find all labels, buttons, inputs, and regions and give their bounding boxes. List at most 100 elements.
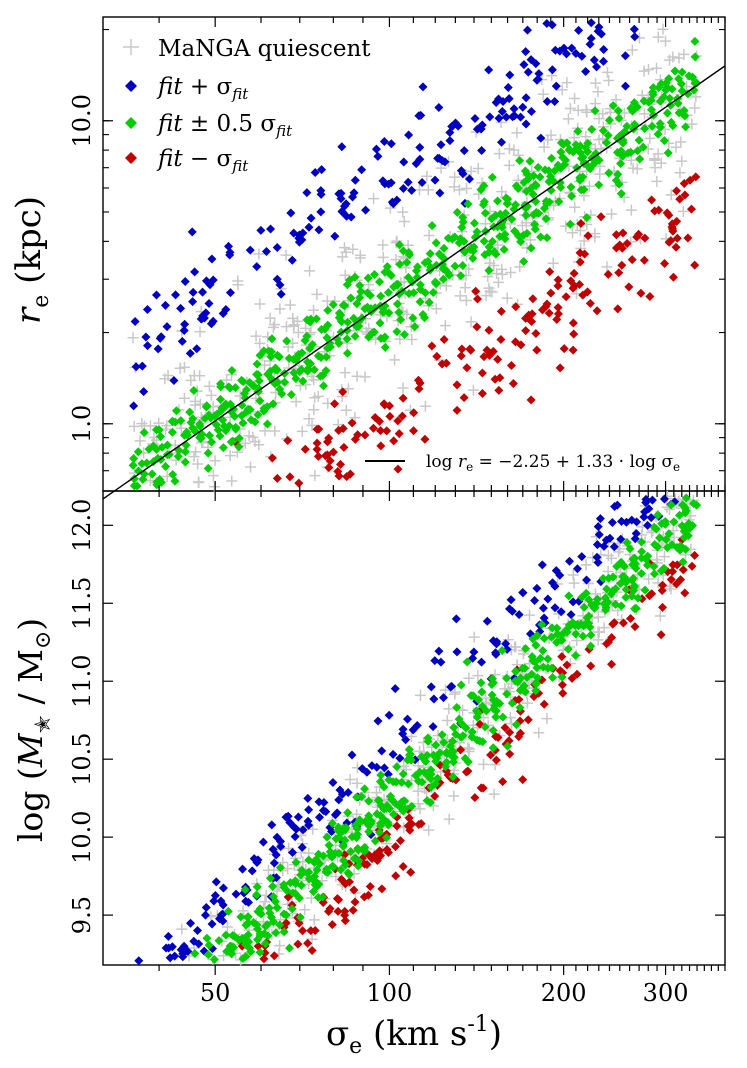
data-point-fit-half bbox=[409, 288, 419, 298]
data-point-manga bbox=[644, 132, 656, 144]
data-point-fit-half bbox=[547, 663, 557, 673]
data-point-fit-half bbox=[487, 214, 497, 224]
data-point-manga bbox=[414, 803, 426, 815]
data-point-fit-half bbox=[157, 442, 167, 452]
data-point-manga bbox=[419, 400, 431, 412]
data-point-fit-plus bbox=[383, 769, 393, 779]
data-point-fit-half bbox=[583, 147, 593, 157]
data-point-fit-half bbox=[616, 189, 626, 199]
data-point-fit-half bbox=[520, 203, 530, 213]
data-point-fit-minus bbox=[403, 821, 413, 831]
data-point-manga bbox=[657, 23, 669, 35]
data-point-fit-half bbox=[439, 254, 449, 264]
data-point-fit-plus bbox=[521, 93, 531, 103]
data-point-fit-half bbox=[403, 779, 413, 789]
data-point-fit-minus bbox=[542, 299, 552, 309]
data-point-fit-half bbox=[636, 537, 646, 547]
data-point-fit-plus bbox=[426, 682, 436, 692]
data-point-fit-minus bbox=[515, 728, 525, 738]
data-point-fit-plus bbox=[594, 22, 604, 32]
data-point-fit-minus bbox=[491, 755, 501, 765]
data-point-manga bbox=[593, 134, 605, 146]
data-point-fit-plus bbox=[269, 858, 279, 868]
data-point-fit-half bbox=[288, 888, 298, 898]
data-point-fit-plus bbox=[272, 243, 282, 253]
data-point-fit-plus bbox=[252, 857, 262, 867]
data-point-fit-plus bbox=[550, 603, 560, 613]
data-point-manga bbox=[389, 354, 401, 366]
ylab2-end: ) bbox=[11, 618, 50, 631]
data-point-fit-half bbox=[484, 242, 494, 252]
data-point-fit-plus bbox=[428, 722, 438, 732]
data-point-fit-minus bbox=[362, 860, 372, 870]
data-point-fit-half bbox=[484, 247, 494, 257]
data-point-fit-plus bbox=[372, 762, 382, 772]
data-point-fit-minus bbox=[294, 478, 304, 488]
data-point-fit-half bbox=[560, 155, 570, 165]
data-point-manga bbox=[592, 626, 604, 638]
data-point-fit-minus bbox=[624, 282, 634, 292]
data-point-fit-minus bbox=[313, 451, 323, 461]
legend-diamond-icon bbox=[125, 152, 137, 164]
data-point-manga bbox=[192, 476, 204, 488]
data-point-fit-plus bbox=[151, 290, 161, 300]
data-point-fit-half bbox=[689, 499, 699, 509]
data-point-manga bbox=[581, 106, 593, 118]
data-point-fit-minus bbox=[505, 749, 515, 759]
data-point-fit-half bbox=[357, 792, 367, 802]
data-point-fit-plus bbox=[169, 376, 179, 386]
data-point-fit-half bbox=[575, 173, 585, 183]
data-point-fit-plus bbox=[599, 44, 609, 54]
data-point-fit-half bbox=[200, 413, 210, 423]
data-point-fit-plus bbox=[183, 946, 193, 956]
ylab2-M: M bbox=[11, 732, 50, 768]
data-point-manga bbox=[423, 229, 435, 241]
data-point-manga bbox=[613, 546, 625, 558]
data-point-fit-half bbox=[161, 461, 171, 471]
legend-label-fit-minus: fit − σfit bbox=[156, 146, 249, 175]
data-point-fit-minus bbox=[586, 661, 596, 671]
data-point-fit-half bbox=[412, 272, 422, 282]
data-point-fit-half bbox=[397, 777, 407, 787]
data-point-manga bbox=[351, 370, 363, 382]
data-point-fit-half bbox=[280, 377, 290, 387]
data-point-fit-minus bbox=[545, 267, 555, 277]
data-point-fit-plus bbox=[593, 522, 603, 532]
data-point-fit-half bbox=[469, 218, 479, 228]
data-point-manga bbox=[638, 108, 650, 120]
data-point-fit-plus bbox=[485, 112, 495, 122]
data-point-fit-half bbox=[264, 903, 274, 913]
data-point-fit-plus bbox=[290, 832, 300, 842]
data-point-fit-half bbox=[204, 940, 214, 950]
data-point-fit-half bbox=[533, 162, 543, 172]
data-point-fit-minus bbox=[293, 939, 303, 949]
data-point-fit-half bbox=[266, 352, 276, 362]
data-point-fit-half bbox=[556, 147, 566, 157]
data-point-fit-half bbox=[659, 136, 669, 146]
data-point-fit-minus bbox=[668, 272, 678, 282]
data-point-fit-half bbox=[525, 156, 535, 166]
data-point-fit-plus bbox=[453, 121, 463, 131]
legend-op: + σ bbox=[183, 74, 233, 100]
data-point-fit-minus bbox=[473, 294, 483, 304]
data-point-fit-half bbox=[275, 384, 285, 394]
data-point-fit-half bbox=[579, 184, 589, 194]
data-point-fit-half bbox=[268, 881, 278, 891]
data-point-fit-plus bbox=[283, 811, 293, 821]
data-point-fit-half bbox=[186, 418, 196, 428]
data-point-fit-half bbox=[564, 145, 574, 155]
data-point-fit-half bbox=[648, 83, 658, 93]
data-point-fit-half bbox=[584, 618, 594, 628]
data-point-fit-half bbox=[248, 381, 258, 391]
data-point-fit-minus bbox=[452, 380, 462, 390]
data-point-manga bbox=[542, 134, 554, 146]
data-point-fit-plus bbox=[605, 533, 615, 543]
data-point-fit-half bbox=[410, 322, 420, 332]
data-point-fit-plus bbox=[659, 494, 669, 504]
data-point-fit-half bbox=[370, 836, 380, 846]
data-point-manga bbox=[254, 337, 266, 349]
data-point-fit-plus bbox=[503, 83, 513, 93]
data-point-fit-half bbox=[472, 712, 482, 722]
data-point-manga bbox=[677, 205, 689, 217]
data-point-manga bbox=[309, 392, 321, 404]
